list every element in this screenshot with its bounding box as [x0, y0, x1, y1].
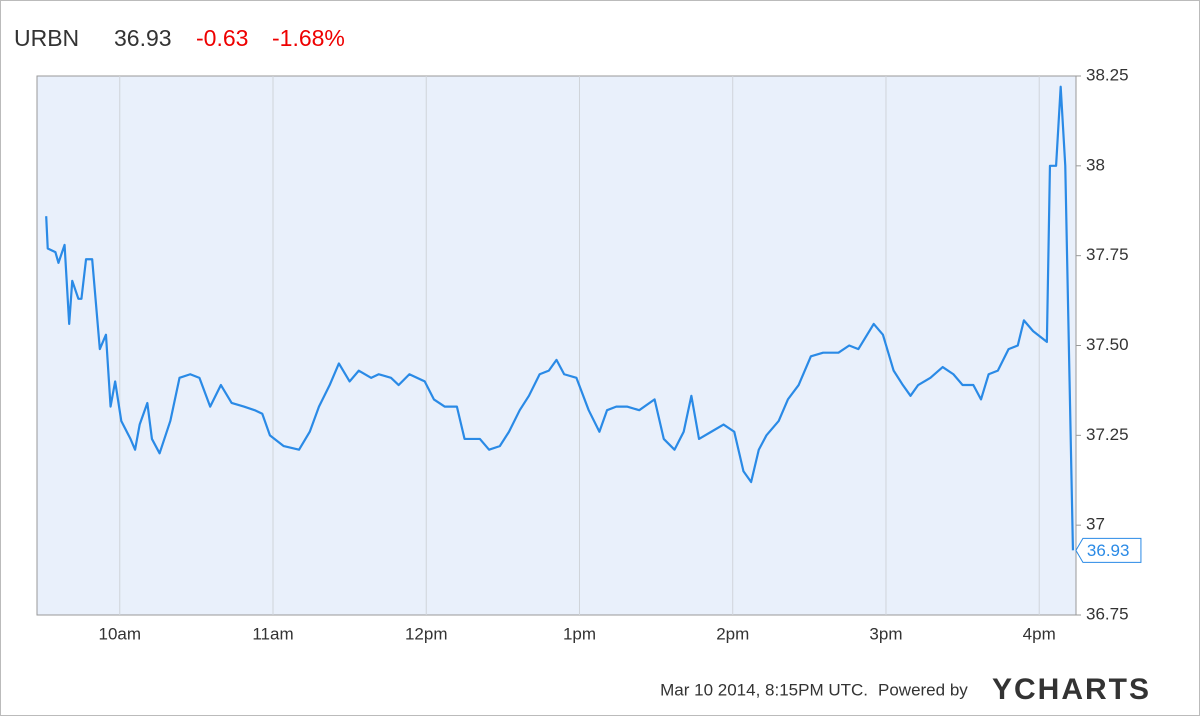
last-value-box [1075, 537, 1142, 563]
last-value-label: 36.93 [1087, 541, 1130, 560]
y-tick-label: 37.75 [1086, 245, 1129, 264]
price-line [45, 85, 1075, 551]
x-tick-label: 4pm [1023, 624, 1056, 643]
change-percent: -1.68% [272, 25, 345, 51]
powered-by: Powered by [878, 680, 968, 699]
brand-logo: YCHARTS [992, 673, 1151, 706]
plot-area [36, 75, 1077, 616]
x-tick-label: 3pm [869, 624, 902, 643]
x-tick-label: 10am [98, 624, 141, 643]
x-tick-label: 1pm [563, 624, 596, 643]
x-tick-label: 12pm [405, 624, 448, 643]
change: -0.63 [196, 25, 248, 51]
y-tick-label: 37 [1086, 515, 1105, 534]
y-tick-label: 38 [1086, 155, 1105, 174]
y-tick-label: 36.75 [1086, 604, 1129, 623]
footer-date: Mar 10 2014, 8:15PM UTC. [660, 680, 868, 699]
last-price: 36.93 [114, 25, 172, 51]
x-tick-label: 2pm [716, 624, 749, 643]
y-tick-label: 38.25 [1086, 65, 1129, 84]
y-tick-label: 37.25 [1086, 425, 1129, 444]
x-tick-label: 11am [252, 624, 293, 643]
y-tick-label: 37.50 [1086, 335, 1129, 354]
symbol: URBN [14, 25, 79, 51]
